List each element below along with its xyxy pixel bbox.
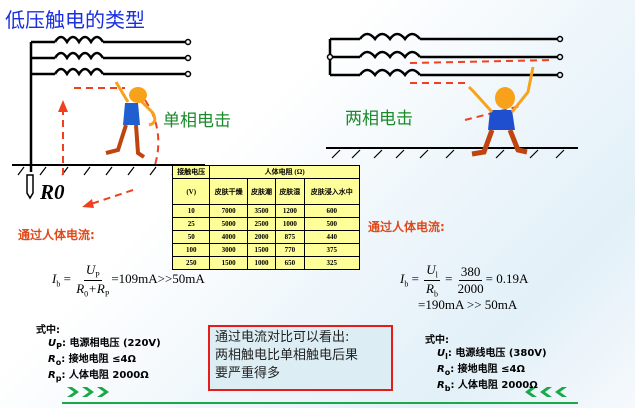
table-cell: 100 [171,243,211,257]
table-row: 100 3000 1500 770 375 [171,243,360,257]
ground-resistance-symbol: R0 [40,180,65,204]
table-row: 25 5000 2500 1000 500 [171,217,360,231]
table-cell: 3500 [246,204,277,218]
formula-two-phase-line2: =190mA >> 50mA [418,297,518,312]
group-header: 人体电阻 (Ω) [209,165,360,179]
page-title: 低压触电的类型 [5,8,145,32]
table-cell: 770 [275,243,305,257]
note-line: 通过电流对比可以看出: [215,330,350,345]
column-header: 皮肤浸入水中 [303,178,360,205]
table-cell: 1200 [275,204,305,218]
table-cell: 1000 [275,217,305,231]
person-single [105,81,157,159]
table-cell: 2500 [246,217,277,231]
table-cell: 4000 [209,230,248,244]
table-cell: 1500 [246,243,277,257]
table-cell: 875 [275,230,305,244]
note-line: 两相触电比单相触电后果 [215,348,359,363]
two-phase-diagram [326,32,578,159]
column-header: 皮肤潮 [246,178,277,205]
formula-two-phase: Ib = Ul Rb = 380 2000 = 0.19A [400,262,529,299]
table-cell: 375 [303,243,360,257]
table-cell: 7000 [209,204,248,218]
table-cell: 50 [171,230,211,244]
table-cell: 1000 [246,256,277,270]
current-heading-left: 通过人体电流: [18,228,95,242]
legend-right: 式中: Ul: 电源线电压 (380V) Ro: 接地电阻 ≤4Ω Rb: 人体… [425,335,547,393]
table-cell: 3000 [209,243,248,257]
note-line: 要严重得多 [215,366,281,381]
column-header: 皮肤湿 [275,178,305,205]
column-header: 皮肤干燥 [209,178,248,205]
footer [62,387,578,404]
table-row: 250 1500 1000 650 325 [171,256,360,270]
table-cell: 10 [171,204,211,218]
unit-header: (V) [171,178,211,205]
table-row: 50 4000 2000 875 440 [171,230,360,244]
table-row: 10 7000 3500 1200 600 [171,204,360,218]
table-cell: 1500 [209,256,248,270]
table-cell: 440 [303,230,360,244]
table-cell: 25 [171,217,211,231]
current-heading-right: 通过人体电流: [368,220,445,234]
comparison-note: 通过电流对比可以看出: 两相触电比单相触电后果 要严重得多 [208,325,393,391]
table-cell: 325 [303,256,360,270]
table-cell: 650 [275,256,305,270]
table-cell: 2000 [246,230,277,244]
table-cell: 600 [303,204,360,218]
single-phase-label: 单相电击 [163,111,231,131]
table-cell: 5000 [209,217,248,231]
two-phase-label: 两相电击 [345,109,413,129]
legend-left: 式中: UP: 电源相电压 (220V) Ro: 接地电阻 ≤4Ω Rp: 人体… [36,325,161,383]
single-phase-diagram [12,35,205,200]
body-resistance-table: 接触电压 人体电阻 (Ω) (V) 皮肤干燥 皮肤潮 皮肤湿 皮肤浸入水中 10 7000… [171,165,360,270]
table-cell: 500 [303,217,360,231]
col-header-voltage: 接触电压 [171,165,211,179]
formula-single-phase: Ib = UP R0+RP =109mA>>50mA [52,262,205,299]
person-two-phase [467,66,535,157]
